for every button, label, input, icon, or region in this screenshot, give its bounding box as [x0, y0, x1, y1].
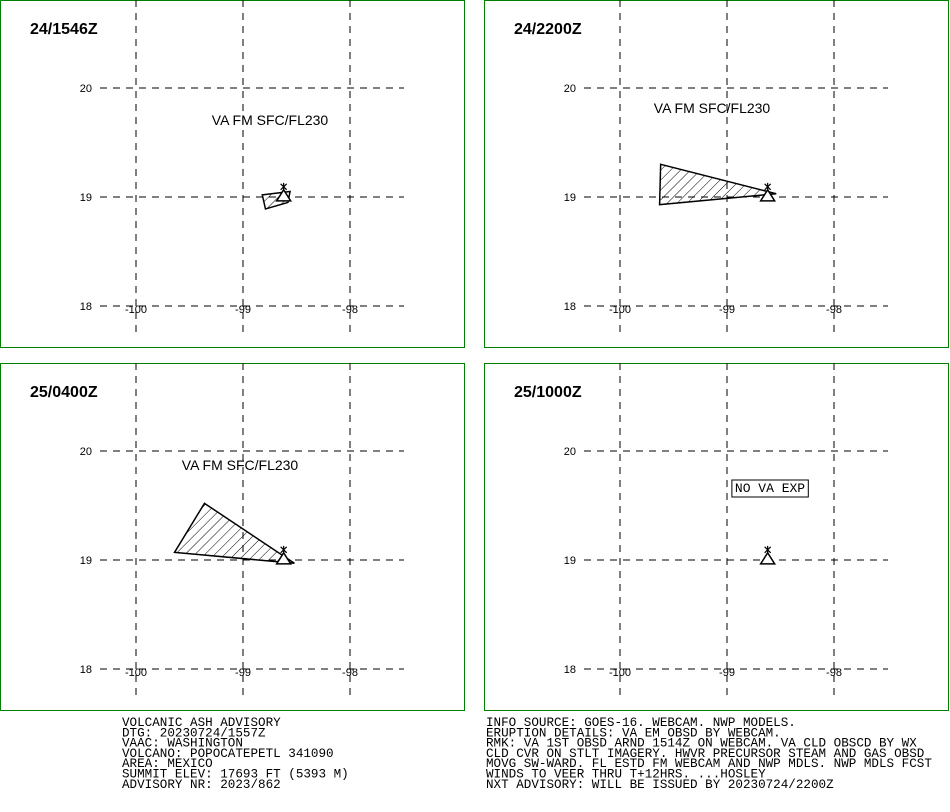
map-panel: 20 19 18 -100 -99 -98 24/1546Z VA FM SFC/FL230: [0, 0, 465, 348]
map-panel: 20 19 18 -100 -99 -98 24/2200Z VA FM SFC/FL230: [484, 0, 949, 348]
advisory-line: CLD CVR ON STLT IMAGERY. HWVR PRECURSOR …: [486, 747, 924, 761]
volcano-triangle: [759, 551, 777, 565]
advisory-line: ADVISORY NR: 2023/862: [122, 778, 281, 792]
advisory-line: SUMMIT ELEV: 17693 FT (5393 M): [122, 768, 349, 782]
lon-tick-label: -99: [719, 304, 735, 316]
lat-tick-label: 20: [80, 446, 92, 458]
lon-tick-label: -98: [342, 667, 358, 679]
lon-tick-label: -99: [719, 667, 735, 679]
lat-tick-label: 18: [80, 664, 92, 676]
lon-tick-label: -98: [826, 667, 842, 679]
panel-title: 25/0400Z: [30, 384, 98, 401]
advisory-line: VOLCANO: POPOCATEPETL 341090: [122, 747, 334, 761]
ash-area: [173, 502, 295, 565]
panel-border: [484, 363, 949, 711]
lat-tick-label: 18: [564, 301, 576, 313]
advisory-line: VOLCANIC ASH ADVISORY: [122, 716, 281, 730]
advisory-line: DTG: 20230724/1557Z: [122, 726, 266, 740]
volcano-triangle: [759, 188, 777, 202]
lon-tick-label: -98: [826, 304, 842, 316]
lon-tick-label: -98: [342, 304, 358, 316]
lat-tick-label: 20: [80, 83, 92, 95]
label-box: [731, 479, 809, 498]
lat-tick-label: 19: [564, 555, 576, 567]
lon-tick-label: -100: [125, 304, 147, 316]
panel-title: 25/1000Z: [514, 384, 582, 401]
map-panel: 20 19 18 -100 -99 -98 25/1000Z NO VA EXP: [484, 363, 949, 711]
volcano-triangle: [275, 551, 293, 565]
lat-tick-label: 18: [564, 664, 576, 676]
map-panel: 20 19 18 -100 -99 -98 25/0400Z VA FM SFC/FL230: [0, 363, 465, 711]
volcano-symbol: [275, 182, 293, 202]
lat-tick-label: 19: [80, 192, 92, 204]
advisory-line: NXT ADVISORY: WILL BE ISSUED BY 20230724…: [486, 778, 834, 792]
lat-tick-label: 18: [80, 301, 92, 313]
panel-border: [0, 363, 465, 711]
ash-label: VA FM SFC/FL230: [212, 112, 329, 128]
volcano-symbol: [759, 182, 777, 202]
panel-title: 24/2200Z: [514, 21, 582, 38]
lon-tick-label: -99: [235, 304, 251, 316]
volcano-triangle: [275, 188, 293, 202]
lat-tick-label: 20: [564, 83, 576, 95]
advisory-line: AREA: MEXICO: [122, 757, 213, 771]
advisory-line: RMK: VA 1ST OBSD ARND 1514Z ON WEBCAM. V…: [486, 737, 917, 751]
advisory-line: WINDS TO VEER THRU T+12HRS. ...HOSLEY: [486, 768, 766, 782]
volcano-plume: [764, 545, 772, 554]
panel-title: 24/1546Z: [30, 21, 98, 38]
volcano-plume: [280, 182, 288, 191]
panel-border: [0, 0, 465, 348]
advisory-line: MOVG SW-WARD. FL ESTD FM WEBCAM AND NWP …: [486, 757, 932, 771]
lat-tick-label: 19: [564, 192, 576, 204]
no-ash-label: NO VA EXP: [735, 481, 805, 496]
volcano-plume: [764, 182, 772, 191]
lat-tick-label: 20: [564, 446, 576, 458]
advisory-line: INFO SOURCE: GOES-16. WEBCAM. NWP MODELS…: [486, 716, 796, 730]
panel-border: [484, 0, 949, 348]
lon-tick-label: -100: [609, 667, 631, 679]
advisory-line: ERUPTION DETAILS: VA EM OBSD BY WEBCAM.: [486, 726, 781, 740]
ash-label: VA FM SFC/FL230: [654, 100, 771, 116]
volcano-symbol: [275, 545, 293, 565]
volcano-plume: [280, 545, 288, 554]
lon-tick-label: -99: [235, 667, 251, 679]
volcano-symbol: [759, 545, 777, 565]
ash-area: [658, 163, 777, 206]
lon-tick-label: -100: [125, 667, 147, 679]
ash-label: VA FM SFC/FL230: [182, 457, 299, 473]
lon-tick-label: -100: [609, 304, 631, 316]
lat-tick-label: 19: [80, 555, 92, 567]
advisory-line: VAAC: WASHINGTON: [122, 737, 243, 751]
